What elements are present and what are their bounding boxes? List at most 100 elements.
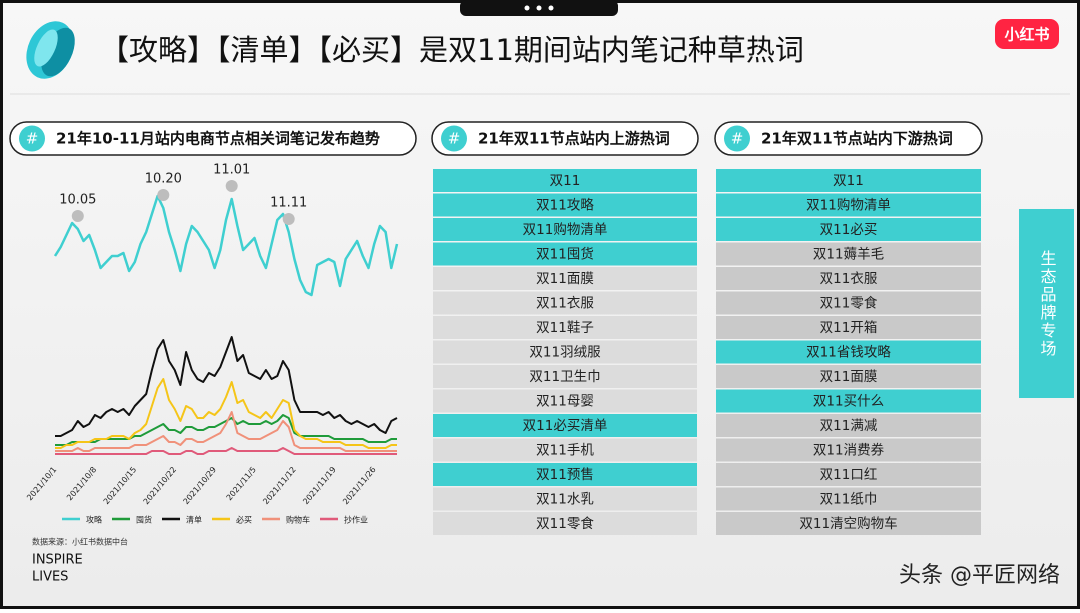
- keyword: 双11零食: [536, 515, 594, 532]
- keyword-row: [716, 414, 981, 437]
- keyword-row: [716, 242, 981, 266]
- keyword-row: [433, 340, 697, 364]
- keyword: 双11: [833, 173, 864, 189]
- tag-symbol: #: [731, 130, 744, 148]
- keyword-row: [433, 389, 697, 413]
- keyword-row: [716, 438, 981, 462]
- keyword: 双11省钱攻略: [806, 345, 891, 361]
- keyword-row: [433, 487, 697, 511]
- keyword-row: [716, 267, 981, 290]
- legend-label: 囤货: [136, 515, 152, 525]
- keyword-row: [433, 438, 697, 462]
- keyword: 双11羽绒服: [529, 345, 601, 361]
- keyword-row: [716, 365, 981, 388]
- keyword-row: [433, 218, 697, 241]
- tag-symbol: #: [448, 130, 461, 148]
- keyword-row: [433, 512, 697, 535]
- keyword: 双11衣服: [536, 296, 594, 312]
- annotation-label: 11.01: [213, 163, 250, 178]
- keyword-row: [716, 291, 981, 315]
- dot: [524, 5, 530, 11]
- series-line: [55, 378, 397, 449]
- brand-line: LIVES: [32, 570, 68, 585]
- keyword: 双11鞋子: [536, 320, 594, 336]
- series-line: [55, 336, 398, 437]
- brand-line: INSPIRE: [32, 553, 83, 568]
- keyword: 双11纸巾: [820, 492, 878, 508]
- keyword-row: [433, 463, 697, 486]
- keyword-row: [433, 242, 697, 266]
- series-line: [55, 447, 397, 455]
- keyword-row: [433, 193, 697, 217]
- keyword: 双11口红: [820, 467, 878, 483]
- tag-circle: [19, 125, 45, 152]
- keyword: 双11薅羊毛: [813, 247, 884, 263]
- keyword-row: [433, 267, 697, 290]
- keyword: 双11清空购物车: [799, 515, 897, 532]
- keyword: 双11手机: [536, 443, 594, 459]
- tag-circle: [441, 125, 467, 152]
- keyword: 双11预售: [536, 467, 594, 483]
- keyword: 双11必买清单: [523, 418, 608, 434]
- page-title: 【攻略】【清单】【必买】是双11期间站内笔记种草热词: [100, 33, 804, 67]
- keyword-row: [716, 487, 981, 511]
- section-title: 21年双11节点站内下游热词: [761, 130, 953, 148]
- legend-label: 购物车: [286, 515, 310, 525]
- watermark: 头条 @平匠网络: [899, 563, 1060, 588]
- annotation-dot: [157, 189, 170, 201]
- legend-label: 必买: [236, 515, 252, 525]
- annotation-label: 10.20: [145, 172, 182, 187]
- keyword: 双11必买: [820, 222, 878, 238]
- keyword: 双11攻略: [536, 198, 594, 214]
- dot: [548, 5, 554, 11]
- side-tab[interactable]: [1019, 209, 1074, 398]
- keyword: 双11买什么: [813, 394, 884, 410]
- section-pill: [431, 121, 699, 156]
- keyword-row: [716, 389, 981, 413]
- series-line: [55, 411, 397, 452]
- keyword: 双11开箱: [820, 320, 878, 336]
- legend-label: 抄作业: [344, 515, 368, 525]
- keyword-row: [716, 512, 981, 535]
- tag-circle: [724, 125, 750, 152]
- section-pill: [9, 121, 417, 156]
- keyword: 双11零食: [820, 295, 878, 312]
- keyword: 双11衣服: [820, 271, 878, 287]
- keyword: 双11囤货: [536, 246, 594, 263]
- brand-badge: [995, 19, 1059, 49]
- brand-logo: 小红书: [1004, 26, 1049, 44]
- keyword: 双11水乳: [536, 492, 594, 508]
- logo: [26, 21, 75, 79]
- keyword-row: [716, 218, 981, 241]
- legend-label: 攻略: [86, 515, 102, 525]
- keyword-row: [716, 463, 981, 486]
- keyword: 双11母婴: [536, 394, 594, 410]
- keyword: 双11购物清单: [523, 222, 608, 238]
- annotation-dot: [225, 180, 238, 192]
- keyword: 双11满减: [820, 418, 878, 434]
- series-line: [53, 194, 399, 297]
- data-source: 数据来源：小红书数据中台: [32, 537, 128, 547]
- legend-label: 清单: [186, 515, 202, 525]
- annotation-dot: [282, 213, 295, 225]
- keyword: 双11: [550, 173, 581, 189]
- keyword-row: [433, 365, 697, 388]
- section-title: 21年10-11月站内电商节点相关词笔记发布趋势: [56, 130, 380, 148]
- keyword-row: [433, 291, 697, 315]
- side-tab-label[interactable]: 生态品牌专场: [1038, 250, 1057, 358]
- keyword-row: [716, 169, 981, 192]
- series-line: [55, 414, 397, 446]
- annotation-dot: [71, 210, 84, 222]
- keyword: 双11消费券: [813, 443, 885, 459]
- keyword-row: [716, 193, 981, 217]
- keyword-row: [433, 316, 697, 339]
- dot: [536, 5, 542, 11]
- annotation-label: 11.11: [270, 196, 307, 211]
- section-pill: [714, 121, 983, 156]
- keyword-row: [433, 169, 697, 192]
- tag-symbol: #: [26, 130, 39, 148]
- keyword: 双11卫生巾: [529, 369, 600, 385]
- keyword: 双11面膜: [820, 369, 878, 385]
